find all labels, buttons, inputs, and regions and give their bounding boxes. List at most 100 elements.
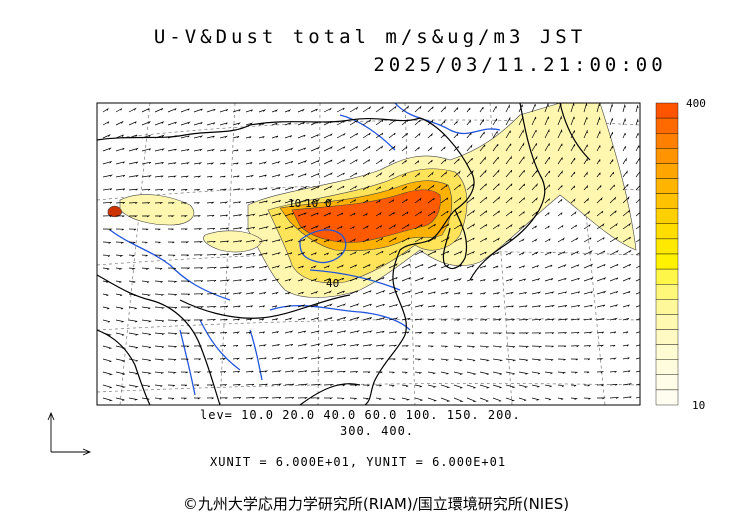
- wind-vector-arrow: [167, 148, 177, 152]
- wind-vector-arrow: [271, 174, 281, 178]
- wind-vector-arrow: [193, 254, 203, 257]
- wind-vector-arrow: [193, 358, 201, 361]
- wind-vector-arrow: [375, 199, 381, 204]
- wind-vector-arrow: [492, 143, 499, 152]
- wind-vector-arrow: [167, 121, 177, 126]
- wind-vector-arrow: [180, 358, 189, 361]
- wind-vector-arrow: [310, 121, 319, 126]
- wind-vector-arrow: [635, 383, 640, 386]
- wind-vector-arrow: [635, 118, 639, 126]
- wind-vector-arrow: [388, 186, 394, 191]
- wind-vector-arrow: [388, 105, 397, 113]
- wind-vector-arrow: [232, 122, 241, 126]
- wind-vector-arrow: [505, 305, 514, 308]
- wind-vector-arrow: [180, 135, 190, 139]
- wind-vector-arrow: [466, 223, 476, 230]
- wind-vector-arrow: [115, 384, 126, 388]
- wind-vector-arrow: [570, 291, 580, 295]
- wind-vector-arrow: [388, 277, 398, 282]
- wind-vector-arrow: [245, 122, 254, 126]
- wind-vector-arrow: [583, 210, 591, 217]
- wind-vector-arrow: [505, 397, 516, 402]
- wind-vector-arrow: [102, 215, 112, 218]
- wind-vector-arrow: [297, 383, 309, 386]
- wind-vector-arrow: [115, 108, 123, 113]
- wind-vector-arrow: [544, 278, 554, 282]
- wind-vector-arrow: [388, 172, 395, 178]
- wind-vector-arrow: [596, 196, 603, 204]
- wind-vector-arrow: [362, 238, 370, 243]
- wind-vector-arrow: [427, 106, 434, 113]
- wind-vector-arrow: [544, 397, 551, 401]
- wind-vector-arrow: [467, 332, 475, 335]
- wind-vector-arrow: [557, 264, 567, 269]
- wind-vector-arrow: [622, 317, 630, 321]
- wind-vector-arrow: [102, 254, 111, 257]
- wind-vector-arrow: [557, 384, 565, 387]
- wind-vector-arrow: [388, 249, 398, 256]
- wind-vector-arrow: [310, 317, 319, 321]
- wind-vector-arrow: [466, 305, 473, 308]
- wind-vector-arrow: [154, 397, 162, 400]
- wind-vector-arrow: [583, 345, 591, 347]
- wind-vector-arrow: [375, 330, 385, 334]
- wind-vector-arrow: [440, 197, 449, 204]
- wind-vector-arrow: [219, 149, 227, 152]
- wind-vector-arrow: [466, 371, 477, 375]
- wind-vector-arrow: [414, 105, 422, 113]
- wind-vector-arrow: [297, 173, 307, 178]
- wind-vector-arrow: [115, 202, 125, 204]
- wind-vector-arrow: [154, 280, 163, 283]
- wind-vector-arrow: [596, 344, 605, 347]
- wind-vector-arrow: [583, 397, 591, 400]
- wind-vector-arrow: [167, 175, 177, 178]
- wind-vector-arrow: [310, 397, 320, 400]
- wind-vector-arrow: [232, 266, 243, 269]
- wind-vector-arrow: [453, 120, 458, 126]
- wind-vector-arrow: [609, 263, 619, 269]
- wind-vector-arrow: [245, 305, 253, 308]
- wind-vector-arrow: [518, 252, 525, 256]
- wind-vector-arrow: [284, 239, 293, 243]
- wind-vector-arrow: [206, 266, 218, 269]
- wind-vector-arrow: [583, 291, 593, 295]
- wind-vector-arrow: [609, 304, 619, 308]
- wind-vector-arrow: [154, 358, 164, 362]
- wind-vector-arrow: [414, 263, 424, 269]
- wind-vector-arrow: [193, 319, 203, 322]
- wind-vector-arrow: [453, 250, 463, 256]
- wind-vector-arrow: [115, 174, 126, 178]
- wind-vector-arrow: [622, 383, 633, 386]
- contour-levels-line2: 300. 400.: [340, 424, 415, 438]
- wind-vector-arrow: [622, 396, 632, 399]
- wind-vector-arrow: [141, 371, 152, 375]
- wind-vector-arrow: [466, 358, 476, 362]
- wind-vector-arrow: [336, 357, 346, 360]
- wind-vector-arrow: [128, 121, 137, 126]
- wind-vector-arrow: [427, 305, 436, 308]
- wind-vector-arrow: [102, 397, 113, 402]
- wind-vector-arrow: [180, 202, 187, 205]
- wind-vector-arrow: [284, 397, 295, 399]
- wind-vector-arrow: [388, 331, 397, 334]
- wind-vector-arrow: [271, 160, 281, 165]
- wind-vector-arrow: [102, 134, 111, 139]
- wind-vector-arrow: [115, 267, 123, 270]
- wind-vector-arrow: [375, 172, 383, 178]
- wind-vector-arrow: [128, 384, 139, 388]
- wind-vector-arrow: [453, 224, 462, 230]
- wind-vector-arrow: [388, 132, 396, 139]
- wind-vector-arrow: [115, 371, 125, 375]
- wind-vector-arrow: [115, 280, 122, 283]
- wind-vector-arrow: [128, 228, 137, 231]
- wind-vector-arrow: [401, 277, 411, 282]
- wind-vector-arrow: [323, 265, 330, 269]
- wind-vector-arrow: [181, 267, 191, 270]
- wind-vector-arrow: [583, 237, 592, 243]
- wind-vector-arrow: [492, 183, 500, 191]
- wind-vector-arrow: [440, 384, 451, 389]
- wind-vector-arrow: [375, 250, 384, 256]
- wind-vector-arrow: [466, 250, 476, 256]
- wind-vector-arrow: [609, 237, 618, 243]
- wind-vector-arrow: [583, 224, 591, 230]
